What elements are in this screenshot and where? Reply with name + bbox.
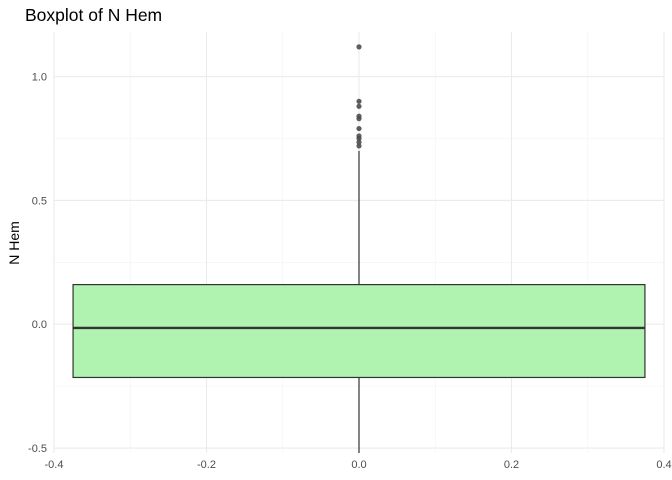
y-tick-label: 1.0 bbox=[32, 72, 47, 84]
outlier-point bbox=[356, 133, 362, 139]
outlier-point bbox=[356, 44, 362, 50]
outlier-points bbox=[356, 44, 362, 149]
x-tick-label: 0.4 bbox=[656, 459, 671, 471]
iqr-box bbox=[72, 284, 646, 379]
y-tick-label: -0.5 bbox=[28, 443, 47, 455]
x-tick-label: 0.0 bbox=[351, 459, 366, 471]
y-axis-ticks: -0.5 0.0 0.5 1.0 bbox=[28, 72, 47, 455]
x-tick-label: -0.4 bbox=[45, 459, 64, 471]
y-tick-label: 0.0 bbox=[32, 319, 47, 331]
y-tick-label: 0.5 bbox=[32, 195, 47, 207]
outlier-point bbox=[356, 98, 362, 104]
box-layer bbox=[72, 150, 646, 453]
outlier-point bbox=[356, 139, 362, 145]
x-axis-ticks: -0.4 -0.2 0.0 0.2 0.4 bbox=[45, 459, 672, 471]
outlier-point bbox=[356, 125, 362, 132]
chart-title: Boxplot of N Hem bbox=[25, 5, 163, 25]
outlier-point bbox=[356, 143, 362, 149]
y-axis-title: N Hem bbox=[6, 221, 22, 265]
outlier-point bbox=[356, 103, 362, 109]
x-tick-label: 0.2 bbox=[504, 459, 519, 471]
outlier-point bbox=[356, 113, 362, 119]
x-tick-label: -0.2 bbox=[197, 459, 216, 471]
